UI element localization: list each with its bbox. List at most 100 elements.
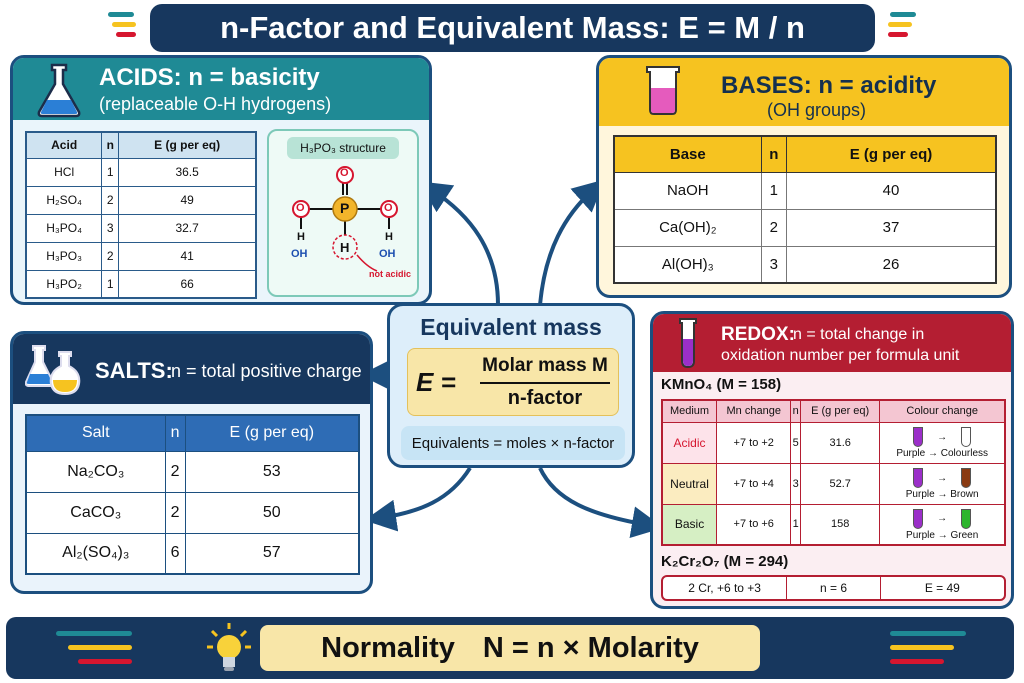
test-tube-icon bbox=[679, 318, 697, 369]
redox-header-change: Mn change bbox=[716, 399, 792, 423]
table-row: Basic +7 to +6 1 158 → Purple → Green bbox=[661, 503, 1006, 546]
atom-h-left: H bbox=[297, 231, 305, 243]
table-row: NaOH 1 40 bbox=[613, 171, 997, 210]
kmno4-table: Medium Mn change n E (g per eq) Colour c… bbox=[661, 399, 1006, 546]
colour-change-cell: → Purple → Green bbox=[879, 503, 1006, 546]
normality-formula: N = n × Molarity bbox=[482, 631, 699, 664]
green-tube-icon bbox=[961, 508, 972, 529]
salts-title: SALTS: bbox=[95, 358, 173, 383]
arrow-to-redox bbox=[538, 467, 664, 539]
bottom-stripe-yellow bbox=[68, 645, 132, 650]
atom-h-right: H bbox=[385, 231, 393, 243]
acids-header-n: n bbox=[101, 131, 120, 159]
table-cell: H₂SO₄ bbox=[25, 185, 103, 215]
bases-header: BASES: n = acidity (OH groups) bbox=[599, 58, 1009, 126]
arrow-icon: → bbox=[937, 513, 948, 525]
table-cell: 158 bbox=[800, 503, 881, 546]
arrow-to-salts-lower bbox=[364, 466, 472, 532]
redox-title-c: oxidation number per formula unit bbox=[721, 347, 960, 364]
arrow-to-bases bbox=[538, 179, 605, 306]
colourless-tube-icon bbox=[961, 427, 972, 447]
acids-header-acid: Acid bbox=[25, 131, 103, 159]
table-cell: H₃PO₄ bbox=[25, 213, 103, 243]
medium-basic: Basic bbox=[661, 503, 718, 546]
table-cell: +7 to +4 bbox=[716, 462, 792, 505]
redox-header-colour: Colour change bbox=[879, 399, 1006, 423]
salts-header: SALTS: n = total positive charge bbox=[13, 334, 370, 404]
medium-acidic: Acidic bbox=[661, 421, 718, 464]
equivalents-formula: Equivalents = moles × n-factor bbox=[401, 426, 625, 460]
acids-header: ACIDS: n = basicity (replaceable O-H hyd… bbox=[13, 58, 429, 120]
table-cell: +7 to +2 bbox=[716, 421, 792, 464]
bases-panel: BASES: n = acidity (OH groups) Base n E … bbox=[596, 55, 1012, 298]
normality-bar: Normality N = n × Molarity bbox=[6, 617, 1014, 679]
brown-tube-icon bbox=[961, 468, 972, 488]
purple-tube-icon bbox=[913, 427, 924, 447]
oh-left: OH bbox=[291, 248, 308, 260]
table-row: Ca(OH)₂ 2 37 bbox=[613, 208, 997, 247]
bottom-stripe-red bbox=[78, 659, 132, 664]
table-row: Al₂(SO₄)₃ 6 57 bbox=[25, 532, 360, 575]
table-cell: 2 bbox=[164, 450, 186, 493]
redox-header-n: n bbox=[790, 399, 801, 423]
table-row: Neutral +7 to +4 3 52.7 → Purple → Brown bbox=[661, 462, 1006, 505]
oh-right: OH bbox=[379, 248, 396, 260]
atom-o-top: O bbox=[340, 167, 349, 179]
redox-title-a: REDOX: bbox=[721, 324, 795, 345]
table-cell: 50 bbox=[184, 491, 360, 534]
redox-header: REDOX: n = total change in oxidation num… bbox=[653, 314, 1011, 372]
acids-table: Acid n E (g per eq) HCl 1 36.5 H₂SO₄ 2 49 H₃… bbox=[25, 131, 257, 299]
lightbulb-icon bbox=[207, 623, 251, 671]
table-cell: NaOH bbox=[613, 171, 762, 210]
beaker-icon bbox=[646, 66, 680, 115]
salt-flasks-icon bbox=[25, 345, 81, 396]
acids-header-e: E (g per eq) bbox=[118, 131, 257, 159]
table-cell: 1 bbox=[101, 269, 120, 299]
title-stripe-yellow bbox=[112, 22, 136, 27]
acids-panel: ACIDS: n = basicity (replaceable O-H hyd… bbox=[10, 55, 432, 305]
table-cell: 2 bbox=[760, 208, 787, 247]
redox-header-e: E (g per eq) bbox=[800, 399, 881, 423]
table-cell: HCl bbox=[25, 157, 103, 187]
table-cell: +7 to +6 bbox=[716, 503, 792, 546]
table-cell: 57 bbox=[184, 532, 360, 575]
table-cell: 53 bbox=[184, 450, 360, 493]
purple-tube-icon bbox=[913, 508, 924, 529]
table-cell: 3 bbox=[101, 213, 120, 243]
acids-title: ACIDS: n = basicity bbox=[99, 64, 320, 91]
table-row: Acidic +7 to +2 5 31.6 → Purple → Colour… bbox=[661, 421, 1006, 464]
fraction-bar bbox=[480, 382, 610, 384]
structure-title: H₃PO₃ structure bbox=[287, 137, 399, 159]
title-stripe-red-right bbox=[888, 32, 908, 37]
table-row: CaCO₃ 2 50 bbox=[25, 491, 360, 534]
table-cell: 31.6 bbox=[800, 421, 881, 464]
table-cell: 3 bbox=[790, 462, 801, 505]
title-stripe-teal-right bbox=[890, 12, 916, 17]
salts-header-e: E (g per eq) bbox=[184, 414, 360, 452]
colour-change-text: Purple → Colourless bbox=[896, 448, 989, 459]
atom-o-right: O bbox=[384, 202, 393, 214]
bottom-stripe-teal-right bbox=[890, 631, 966, 636]
table-cell: 41 bbox=[118, 241, 257, 271]
formula-lhs: E = bbox=[416, 367, 456, 397]
bases-table: Base n E (g per eq) NaOH 1 40 Ca(OH)₂ 2 37 A… bbox=[613, 135, 997, 284]
table-cell: H₃PO₃ bbox=[25, 241, 103, 271]
acids-subtitle: (replaceable O-H hydrogens) bbox=[99, 94, 332, 114]
salts-header-salt: Salt bbox=[25, 414, 166, 452]
table-cell: 40 bbox=[785, 171, 997, 210]
table-cell: Ca(OH)₂ bbox=[613, 208, 762, 247]
k2cr2o7-label: K₂Cr₂O₇ (M = 294) bbox=[661, 553, 789, 570]
bottom-stripe-teal bbox=[56, 631, 132, 636]
atom-o-left: O bbox=[296, 202, 305, 214]
k2cr2o7-change: 2 Cr, +6 to +3 bbox=[663, 577, 788, 599]
table-cell: 6 bbox=[164, 532, 186, 575]
redox-title-b: n = total change in bbox=[793, 326, 925, 343]
formula-numerator: Molar mass M bbox=[482, 355, 608, 376]
table-cell: H₃PO₂ bbox=[25, 269, 103, 299]
table-row: HCl 1 36.5 bbox=[25, 157, 257, 187]
table-cell: Na₂CO₃ bbox=[25, 450, 166, 493]
bases-header-n: n bbox=[760, 135, 787, 173]
bottom-stripe-red-right bbox=[890, 659, 944, 664]
title-stripe-teal bbox=[108, 12, 134, 17]
table-cell: 26 bbox=[785, 245, 997, 284]
